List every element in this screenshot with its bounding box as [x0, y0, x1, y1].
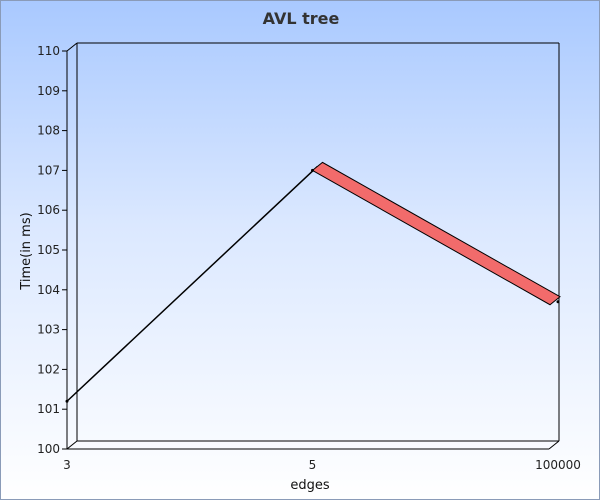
series-segment-1	[66, 165, 319, 402]
x-axis-ticks: 3 5 100000	[63, 458, 581, 472]
floor-right-edge	[548, 440, 560, 450]
series-segment-2	[311, 161, 561, 306]
y-tick-label: 107	[37, 163, 60, 177]
y-tick-label: 105	[37, 243, 60, 257]
series-layer	[65, 161, 561, 403]
plot-box	[66, 42, 560, 450]
x-axis-title: edges	[290, 478, 330, 493]
y-tick-label: 110	[37, 44, 60, 58]
y-tick-label: 103	[37, 323, 60, 337]
data-point-100000	[556, 300, 560, 304]
y-tick-label: 102	[37, 362, 60, 376]
y-tick-label: 104	[37, 283, 60, 297]
y-tick-label: 101	[37, 402, 60, 416]
floor-left-edge	[66, 440, 78, 450]
x-tick-label: 5	[309, 458, 317, 472]
data-point-3	[65, 399, 69, 403]
y-tick-label: 106	[37, 203, 60, 217]
x-tick-label: 3	[63, 458, 71, 472]
y-tick-label: 100	[37, 442, 60, 456]
y-axis-title: Time(in ms)	[19, 212, 34, 290]
y-tick-label: 108	[37, 124, 60, 138]
y-tick-label: 109	[37, 84, 60, 98]
x-tick-label: 100000	[535, 458, 581, 472]
chart-title: AVL tree	[263, 9, 340, 28]
left-wall-top-edge	[66, 42, 78, 52]
y-axis-ticks: 100 101 102 103 104 105 106 107 108 109 110	[37, 44, 67, 456]
data-point-5	[311, 168, 314, 172]
